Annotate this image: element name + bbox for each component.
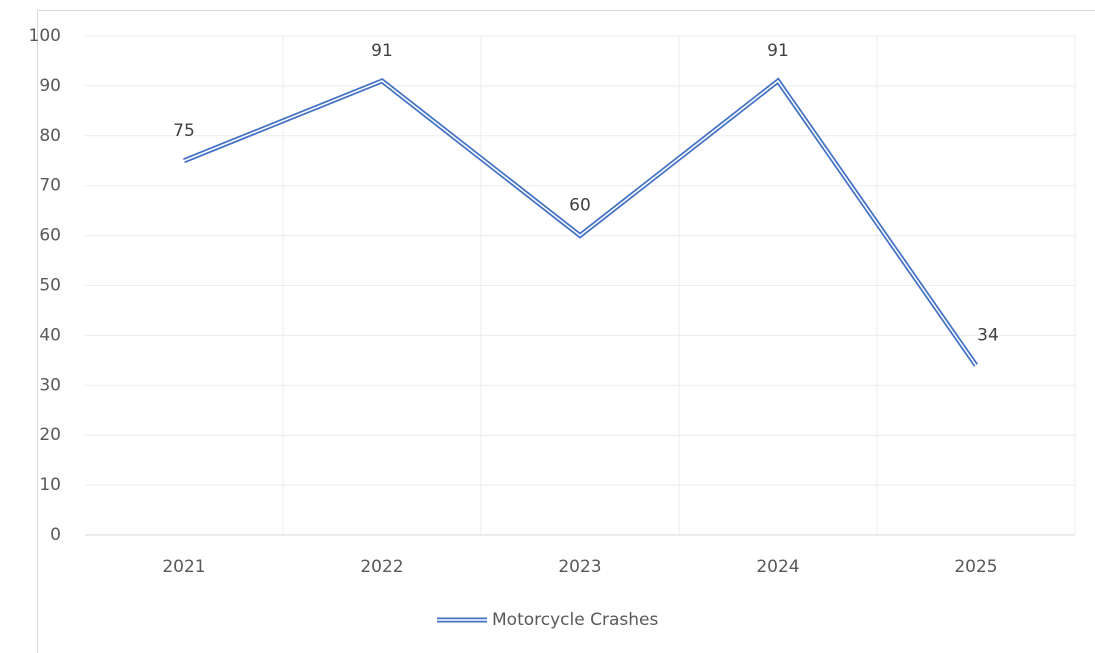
data-label: 60	[569, 196, 591, 216]
data-label: 34	[977, 325, 999, 345]
data-label: 91	[371, 41, 393, 61]
y-tick-label: 40	[39, 325, 61, 345]
y-tick-label: 0	[50, 525, 61, 545]
y-tick-label: 30	[39, 375, 61, 395]
y-tick-label: 60	[39, 226, 61, 246]
y-tick-label: 20	[39, 425, 61, 445]
y-tick-label: 70	[39, 176, 61, 196]
y-tick-label: 10	[39, 475, 61, 495]
y-tick-label: 80	[39, 126, 61, 146]
y-tick-label: 100	[29, 26, 61, 46]
x-tick-label: 2022	[360, 557, 403, 577]
x-tick-label: 2023	[558, 557, 601, 577]
x-tick-label: 2021	[162, 557, 205, 577]
y-tick-label: 90	[39, 76, 61, 96]
data-label: 91	[767, 41, 789, 61]
series-line	[183, 77, 979, 367]
x-tick-label: 2024	[756, 557, 799, 577]
series-line-inner	[183, 79, 977, 366]
x-tick-label: 2025	[954, 557, 997, 577]
data-label: 75	[173, 121, 195, 141]
legend-label: Motorcycle Crashes	[492, 610, 658, 630]
y-tick-label: 50	[39, 276, 61, 296]
